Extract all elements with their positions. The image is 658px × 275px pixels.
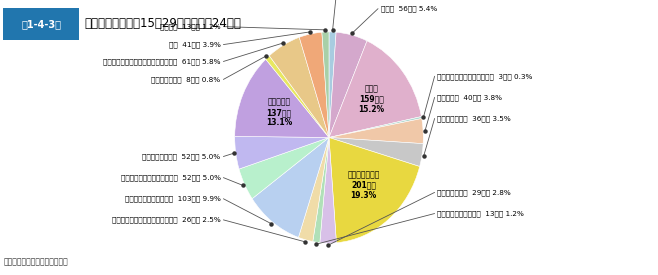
- Text: 卸売業、小売業
201万人
19.3%: 卸売業、小売業 201万人 19.3%: [347, 170, 380, 200]
- Wedge shape: [239, 138, 329, 199]
- Wedge shape: [329, 117, 422, 138]
- Text: 運輸業、郵便業  36万人 3.5%: 運輸業、郵便業 36万人 3.5%: [438, 115, 511, 122]
- Text: 分類不能  13万人 1.2%: 分類不能 13万人 1.2%: [160, 23, 220, 30]
- Text: サービス業（他に分類されないもの）  61万人 5.8%: サービス業（他に分類されないもの） 61万人 5.8%: [103, 58, 220, 65]
- Text: 産業別就業者数（15～29歳）（平成24年）: 産業別就業者数（15～29歳）（平成24年）: [84, 17, 241, 30]
- Wedge shape: [235, 59, 329, 138]
- Wedge shape: [299, 138, 329, 241]
- Text: 教育、学習支援業  52万人 5.0%: 教育、学習支援業 52万人 5.0%: [142, 153, 220, 160]
- Wedge shape: [320, 138, 336, 243]
- Wedge shape: [313, 138, 329, 243]
- Text: 金融業、保険業  29万人 2.8%: 金融業、保険業 29万人 2.8%: [438, 189, 511, 196]
- Text: （出典）総務省「労働力調査」: （出典）総務省「労働力調査」: [3, 258, 68, 267]
- Wedge shape: [329, 138, 420, 243]
- Wedge shape: [329, 32, 336, 138]
- Wedge shape: [322, 32, 329, 138]
- Wedge shape: [329, 32, 367, 138]
- Wedge shape: [252, 138, 329, 237]
- Wedge shape: [329, 41, 421, 138]
- Text: 宿泊業、飲食サービス業  103万人 9.9%: 宿泊業、飲食サービス業 103万人 9.9%: [125, 196, 220, 202]
- Wedge shape: [329, 138, 423, 166]
- Text: 電気・ガス・熱供給・水道業  3万人 0.3%: 電気・ガス・熱供給・水道業 3万人 0.3%: [438, 73, 533, 79]
- Text: 生活関連サービス業、娯楽業  52万人 5.0%: 生活関連サービス業、娯楽業 52万人 5.0%: [120, 174, 220, 181]
- Wedge shape: [266, 56, 329, 138]
- Text: 情報通信業  40万人 3.8%: 情報通信業 40万人 3.8%: [438, 94, 503, 101]
- Wedge shape: [329, 119, 423, 144]
- FancyBboxPatch shape: [3, 8, 79, 40]
- Wedge shape: [299, 32, 329, 138]
- Wedge shape: [235, 136, 329, 169]
- Text: 製造業
159万人
15.2%: 製造業 159万人 15.2%: [359, 84, 385, 114]
- Text: 第1-4-3図: 第1-4-3図: [21, 19, 61, 29]
- Text: 建設業  56万人 5.4%: 建設業 56万人 5.4%: [381, 6, 437, 12]
- Text: 医療、福祉
137万人
13.1%: 医療、福祉 137万人 13.1%: [266, 97, 292, 127]
- Text: 公務  41万人 3.9%: 公務 41万人 3.9%: [168, 41, 220, 48]
- Text: 複合サービス業  8万人 0.8%: 複合サービス業 8万人 0.8%: [151, 76, 220, 83]
- Text: 学術研究、専門・技術サービス業  26万人 2.5%: 学術研究、専門・技術サービス業 26万人 2.5%: [112, 217, 220, 223]
- Wedge shape: [269, 37, 329, 138]
- Text: 不動産業、物品賃貸業  13万人 1.2%: 不動産業、物品賃貸業 13万人 1.2%: [438, 210, 524, 217]
